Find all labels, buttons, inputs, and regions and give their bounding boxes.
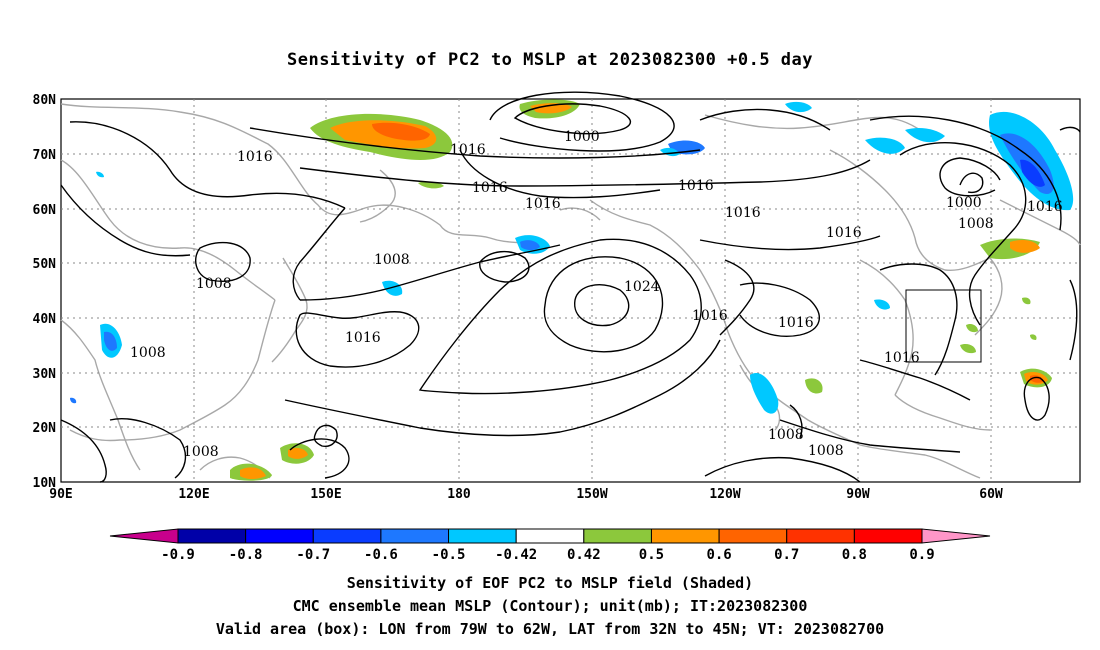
- lat-label: 30N: [33, 367, 57, 382]
- lat-label: 50N: [33, 257, 57, 272]
- negative-region: [865, 137, 905, 154]
- lon-label: 90E: [49, 487, 72, 502]
- colorbar-segment: [312, 528, 382, 544]
- lat-label: 10N: [33, 476, 57, 491]
- isobars: [60, 91, 1081, 483]
- colorbar-segment: [853, 528, 923, 544]
- isobar-label: 1016: [778, 315, 814, 331]
- negative-region: [70, 397, 77, 404]
- isobar-label: 1016: [692, 308, 728, 324]
- grid-lines: [61, 99, 1080, 482]
- colorbar-segment: [583, 528, 652, 544]
- colorbar-segment: [650, 528, 720, 544]
- colorbar-label: 0.5: [639, 547, 664, 563]
- positive-region: [805, 378, 823, 394]
- negative-region: [874, 299, 890, 310]
- colorbar-label: -0.9: [161, 547, 195, 563]
- isobar-label: 1016: [678, 178, 714, 194]
- colorbar-segment: [786, 528, 855, 544]
- isobar-label: 1016: [725, 205, 761, 221]
- isobar-label: 1016: [237, 149, 273, 165]
- negative-region: [520, 240, 540, 250]
- colorbar-label: 0.6: [706, 547, 731, 563]
- isobar-label: 1016: [826, 225, 862, 241]
- positive-region: [530, 103, 572, 114]
- colorbar-segment: [177, 528, 247, 544]
- isobar-label: 1008: [183, 444, 219, 460]
- isobar-label: 1016: [345, 330, 381, 346]
- lon-label: 150E: [310, 487, 341, 502]
- isobar-label: 1000: [564, 129, 600, 145]
- positive-region: [372, 122, 430, 141]
- isobar-label: 1008: [196, 276, 232, 292]
- negative-region: [905, 128, 945, 143]
- positive-region: [960, 343, 976, 354]
- colorbar-label: -0.7: [296, 547, 330, 563]
- caption-shaded: Sensitivity of EOF PC2 to MSLP field (Sh…: [346, 574, 754, 592]
- colorbar-segment: [718, 528, 788, 544]
- colorbar-label: -0.6: [364, 547, 398, 563]
- lon-label: 60W: [979, 487, 1003, 502]
- negative-region: [785, 101, 812, 113]
- isobar-label: 1016: [450, 142, 486, 158]
- negative-region: [1020, 159, 1045, 187]
- caption-contour: CMC ensemble mean MSLP (Contour); unit(m…: [292, 597, 808, 615]
- valid-area-box: [905, 289, 982, 363]
- negative-region: [382, 280, 403, 296]
- isobar-label: 1016: [1027, 199, 1063, 215]
- colorbar-label: 0.7: [774, 547, 799, 563]
- colorbar-label: 0.42: [567, 547, 601, 563]
- colorbar-segment: [448, 528, 517, 544]
- caption-valid-area: Valid area (box): LON from 79W to 62W, L…: [215, 620, 885, 638]
- lon-label: 150W: [576, 487, 607, 502]
- isobar-label: 1000: [946, 195, 982, 211]
- isobar-label: 1008: [374, 252, 410, 268]
- positive-region: [240, 467, 266, 479]
- isobar-label: 1008: [768, 427, 804, 443]
- lon-label: 120E: [178, 487, 209, 502]
- isobar-label: 1008: [808, 443, 844, 459]
- lat-label: 80N: [33, 93, 57, 108]
- negative-region: [104, 331, 117, 351]
- positive-region: [1022, 297, 1031, 305]
- negative-region: [750, 372, 779, 414]
- isobar-label: 1024: [624, 279, 660, 295]
- colorbar-label: 0.8: [842, 547, 867, 563]
- positive-region: [1030, 334, 1037, 340]
- lon-label: 90W: [846, 487, 870, 502]
- colorbar-high-triangle: [921, 528, 991, 544]
- lat-label: 70N: [33, 148, 57, 163]
- isobar-label: 1008: [130, 345, 166, 361]
- isobar-label: 1016: [525, 196, 561, 212]
- colorbar-low-triangle: [109, 528, 179, 544]
- lat-label: 60N: [33, 203, 57, 218]
- positive-region: [1010, 240, 1040, 253]
- colorbar-segment: [380, 528, 450, 544]
- isobar-labels: 1000 1016 1016 1016 1016 1016 1016 1016 …: [130, 129, 1063, 460]
- lon-label: 120W: [709, 487, 740, 502]
- negative-region: [96, 171, 104, 178]
- lon-axis-labels: 90E 120E 150E 180 150W 120W 90W 60W: [49, 487, 1003, 502]
- lat-label: 40N: [33, 312, 57, 327]
- colorbar-segment: [245, 528, 314, 544]
- lat-axis-labels: 80N 70N 60N 50N 40N 30N 20N 10N: [33, 93, 57, 491]
- isobar-label: 1008: [958, 216, 994, 232]
- colorbar-segment: [515, 528, 585, 544]
- colorbar-label: 0.9: [909, 547, 934, 563]
- colorbar-label: -0.8: [229, 547, 263, 563]
- lat-label: 20N: [33, 421, 57, 436]
- isobar-label: 1016: [884, 350, 920, 366]
- isobar-label: 1016: [472, 180, 508, 196]
- colorbar-label: -0.42: [495, 547, 537, 563]
- positive-region: [966, 323, 978, 333]
- colorbar-label: -0.5: [432, 547, 466, 563]
- chart-title: Sensitivity of PC2 to MSLP at 2023082300…: [286, 50, 813, 70]
- colorbar: -0.9 -0.8 -0.7 -0.6 -0.5 -0.42 0.42 0.5 0.6 0.7 0.…: [109, 528, 991, 563]
- positive-region: [288, 447, 308, 459]
- lon-label: 180: [447, 487, 471, 502]
